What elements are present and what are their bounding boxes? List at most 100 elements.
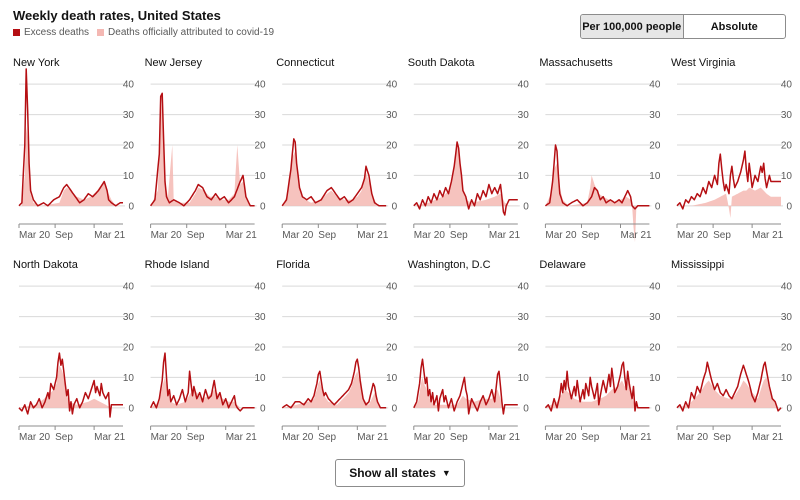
y-tick-label: 30 bbox=[649, 110, 661, 121]
y-tick-label: 0 bbox=[786, 201, 792, 212]
state-name: Rhode Island bbox=[145, 259, 210, 271]
y-tick-label: 0 bbox=[655, 403, 661, 414]
state-name: North Dakota bbox=[13, 259, 79, 271]
state-panel: Connecticut 0 10 20 30 40 Mar 20 Sep Mar 21 bbox=[276, 57, 397, 241]
y-tick-label: 0 bbox=[128, 201, 134, 212]
state-panel: Massachusetts 0 10 20 30 40 Mar 20 Sep Mar 21 bbox=[539, 57, 661, 243]
x-tick-label: Mar 20 bbox=[545, 230, 577, 241]
y-tick-label: 10 bbox=[518, 373, 530, 384]
state-name: Connecticut bbox=[276, 57, 334, 69]
x-tick-label: Mar 21 bbox=[226, 230, 258, 241]
state-name: Massachusetts bbox=[539, 57, 613, 69]
y-tick-label: 30 bbox=[123, 312, 135, 323]
y-tick-label: 20 bbox=[386, 343, 398, 354]
x-tick-label: Sep bbox=[582, 230, 600, 241]
y-tick-label: 40 bbox=[518, 282, 530, 293]
covid-area bbox=[545, 163, 650, 243]
excess-line bbox=[149, 352, 255, 412]
y-tick-label: 40 bbox=[781, 282, 793, 293]
y-tick-label: 0 bbox=[523, 403, 529, 414]
x-tick-label: Sep bbox=[582, 432, 600, 443]
state-panel: New York 0 10 20 30 40 Mar 20 Sep Mar 21 bbox=[13, 57, 134, 241]
y-tick-label: 20 bbox=[123, 343, 135, 354]
x-tick-label: Mar 20 bbox=[414, 230, 446, 241]
x-tick-label: Mar 21 bbox=[752, 432, 784, 443]
y-tick-label: 30 bbox=[254, 110, 266, 121]
y-tick-label: 30 bbox=[518, 110, 530, 121]
y-tick-label: 20 bbox=[254, 141, 266, 152]
state-panel: North Dakota 0 10 20 30 40 Mar 20 Sep Mar 21 bbox=[13, 259, 134, 443]
y-tick-label: 40 bbox=[386, 80, 398, 91]
excess-line bbox=[18, 352, 123, 418]
x-tick-label: Sep bbox=[713, 432, 731, 443]
y-tick-label: 10 bbox=[123, 171, 135, 182]
state-panel: South Dakota 0 10 20 30 40 Mar 20 Sep Mar 21 bbox=[408, 57, 529, 241]
state-panel: Florida 0 10 20 30 40 Mar 20 Sep Mar 21 bbox=[276, 259, 397, 443]
legend-swatch-excess bbox=[13, 29, 20, 36]
y-tick-label: 20 bbox=[123, 141, 135, 152]
covid-area bbox=[282, 151, 387, 206]
x-tick-label: Mar 20 bbox=[151, 432, 183, 443]
x-tick-label: Sep bbox=[187, 432, 205, 443]
absolute-button[interactable]: Absolute bbox=[682, 15, 786, 38]
legend-item-excess: Excess deaths bbox=[13, 27, 89, 38]
y-tick-label: 40 bbox=[649, 282, 661, 293]
x-tick-label: Mar 20 bbox=[545, 432, 577, 443]
y-tick-label: 0 bbox=[260, 201, 266, 212]
state-panel: Rhode Island 0 10 20 30 40 Mar 20 Sep Mar 21 bbox=[145, 259, 266, 443]
show-all-states-label: Show all states bbox=[349, 466, 436, 480]
y-tick-label: 10 bbox=[254, 171, 266, 182]
y-tick-label: 20 bbox=[254, 343, 266, 354]
x-tick-label: Mar 20 bbox=[414, 432, 446, 443]
y-tick-label: 10 bbox=[386, 171, 398, 182]
state-panel: Delaware 0 10 20 30 40 Mar 20 Sep Mar 21 bbox=[539, 259, 660, 443]
y-tick-label: 10 bbox=[781, 171, 793, 182]
excess-line bbox=[281, 358, 387, 409]
y-tick-label: 0 bbox=[128, 403, 134, 414]
y-tick-label: 40 bbox=[649, 80, 661, 91]
excess-line bbox=[413, 358, 518, 415]
excess-line bbox=[676, 150, 781, 210]
x-tick-label: Sep bbox=[55, 230, 73, 241]
y-tick-label: 20 bbox=[649, 141, 661, 152]
x-tick-label: Sep bbox=[450, 432, 468, 443]
state-panel: Washington, D.C 0 10 20 30 40 Mar 20 Sep Mar 21 bbox=[408, 259, 529, 443]
x-tick-label: Mar 20 bbox=[282, 432, 314, 443]
y-tick-label: 20 bbox=[649, 343, 661, 354]
y-tick-label: 30 bbox=[781, 110, 793, 121]
per-100k-button[interactable]: Per 100,000 people bbox=[581, 15, 683, 38]
covid-area bbox=[677, 377, 781, 408]
x-tick-label: Sep bbox=[187, 230, 205, 241]
y-tick-label: 40 bbox=[123, 282, 135, 293]
excess-line bbox=[676, 361, 782, 412]
state-name: New Jersey bbox=[145, 57, 203, 69]
legend-swatch-covid bbox=[97, 29, 105, 36]
state-name: Delaware bbox=[539, 259, 585, 271]
excess-line bbox=[149, 92, 255, 207]
y-tick-label: 10 bbox=[518, 171, 530, 182]
y-tick-label: 0 bbox=[260, 403, 266, 414]
x-tick-label: Mar 21 bbox=[752, 230, 784, 241]
x-tick-label: Mar 20 bbox=[677, 230, 709, 241]
x-tick-label: Mar 20 bbox=[677, 432, 709, 443]
show-all-states-button[interactable]: Show all states ▼ bbox=[335, 459, 465, 487]
y-tick-label: 30 bbox=[518, 312, 530, 323]
y-tick-label: 10 bbox=[781, 373, 793, 384]
y-tick-label: 30 bbox=[649, 312, 661, 323]
y-tick-label: 20 bbox=[781, 343, 793, 354]
covid-area bbox=[413, 377, 518, 408]
y-tick-label: 10 bbox=[254, 373, 266, 384]
y-tick-label: 20 bbox=[386, 141, 398, 152]
x-tick-label: Mar 20 bbox=[19, 432, 51, 443]
y-tick-label: 0 bbox=[392, 201, 398, 212]
covid-area bbox=[545, 377, 650, 408]
x-tick-label: Mar 20 bbox=[151, 230, 183, 241]
excess-line bbox=[544, 361, 650, 412]
x-tick-label: Mar 20 bbox=[19, 230, 51, 241]
excess-line bbox=[413, 141, 518, 216]
y-tick-label: 30 bbox=[254, 312, 266, 323]
y-tick-label: 0 bbox=[392, 403, 398, 414]
state-name: West Virginia bbox=[671, 57, 736, 69]
state-panel: New Jersey 0 10 20 30 40 Mar 20 Sep Mar 21 bbox=[145, 57, 266, 241]
